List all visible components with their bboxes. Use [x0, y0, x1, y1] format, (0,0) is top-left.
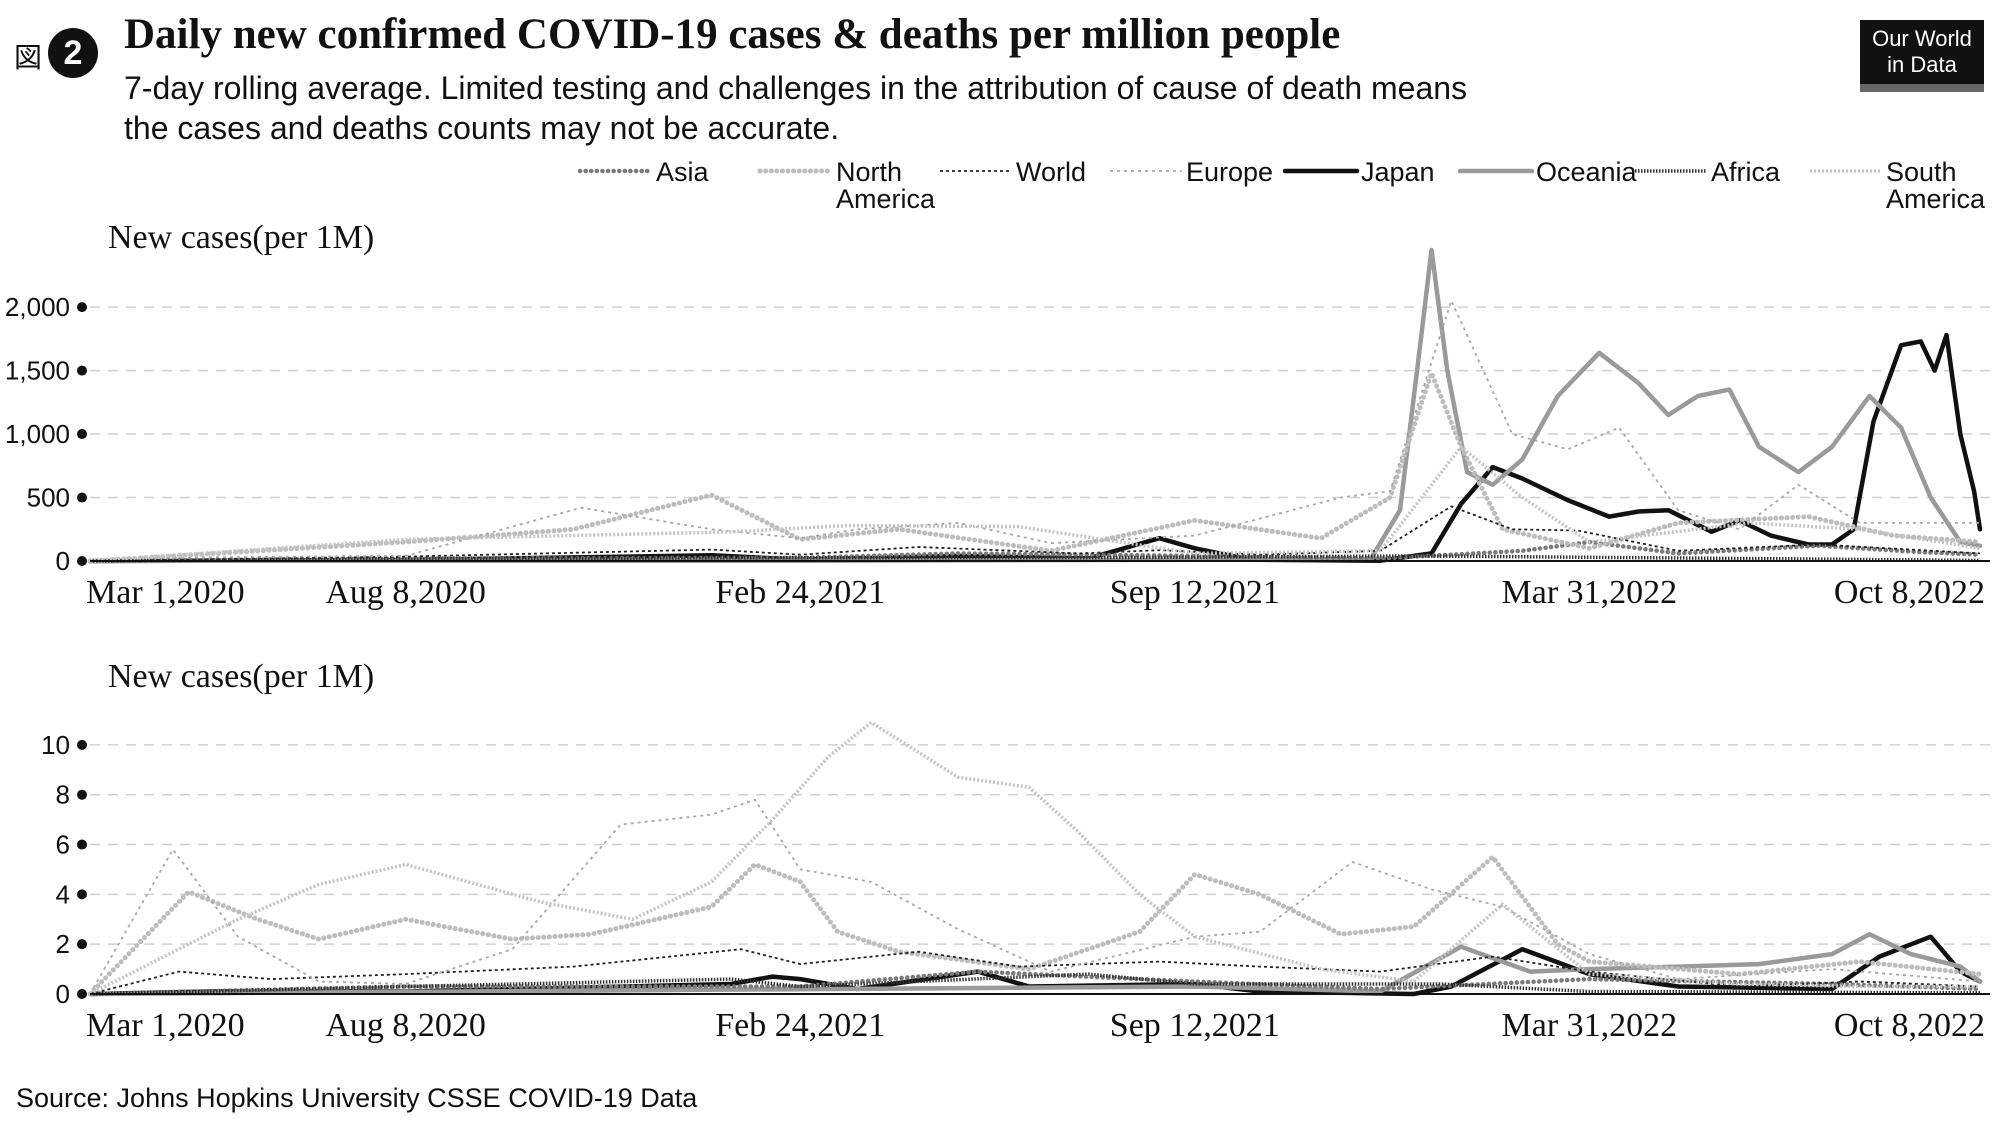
- x-tick-label: Oct 8,2022: [1834, 1007, 1985, 1044]
- y-tick-dot: [77, 429, 87, 440]
- y-tick-label: 4: [56, 879, 70, 909]
- y-tick-label: 10: [41, 730, 70, 760]
- y-tick-label: 500: [27, 483, 70, 513]
- y-tick-dot: [77, 839, 87, 850]
- x-tick-label: Mar 31,2022: [1502, 1007, 1678, 1044]
- legend-label: Oceania: [1536, 157, 1638, 187]
- owid-logo-line-2: in Data: [1887, 52, 1957, 77]
- y-tick-dot: [77, 789, 87, 800]
- legend-label: South: [1886, 157, 1957, 187]
- panel-title: New cases(per 1M): [108, 219, 374, 256]
- series-line-samerica: [89, 445, 1981, 563]
- y-tick-label: 2: [56, 929, 70, 959]
- y-tick-label: 2,000: [5, 292, 70, 322]
- y-tick-label: 6: [56, 830, 70, 860]
- chart-title: Daily new confirmed COVID-19 cases & dea…: [124, 11, 1341, 58]
- legend-item-oceania: Oceania: [1457, 157, 1638, 187]
- y-tick-label: 8: [56, 780, 70, 810]
- series-line-samerica: [89, 720, 1980, 996]
- y-tick-label: 0: [56, 979, 70, 1009]
- series-line-japan: [87, 332, 1983, 564]
- x-tick-label: Oct 8,2022: [1834, 574, 1985, 611]
- legend-item-world: World: [940, 157, 1086, 187]
- chart-subtitle: 7-day rolling average. Limited testing a…: [124, 68, 1684, 148]
- y-tick-dot: [77, 739, 87, 750]
- series-line-africa: [89, 972, 1981, 996]
- legend-item-africa: Africa: [1635, 157, 1781, 187]
- legend-label: World: [1016, 157, 1086, 187]
- figure-label: 図: [14, 41, 43, 74]
- subtitle-line-2: the cases and deaths counts may not be a…: [124, 110, 840, 146]
- series-line-world: [89, 948, 1981, 995]
- figure-header: 図 2 Daily new confirmed COVID-19 cases &…: [0, 0, 2000, 170]
- figure-number-badge: 2: [48, 28, 98, 78]
- series-line-namerica: [87, 370, 1983, 564]
- x-tick-label: Mar 1,2020: [86, 1007, 245, 1044]
- owid-logo: Our World in Data: [1860, 20, 1984, 92]
- legend-item-asia: Asia: [577, 157, 710, 187]
- y-tick-label: 0: [56, 546, 70, 576]
- series-line-namerica: [87, 854, 1983, 997]
- series-line-oceania: [87, 247, 1983, 563]
- chart-panel-1: New cases(per 1M) 0 500 1,000 1,500 2,000 Mar …: [5, 219, 1990, 611]
- y-tick-dot: [77, 365, 87, 376]
- legend-label-line2: America: [1886, 184, 1986, 214]
- x-tick-label: Sep 12,2021: [1110, 574, 1280, 611]
- y-tick-dot: [77, 302, 87, 313]
- legend-item-japan: Japan: [1282, 157, 1435, 187]
- legend-label: Europe: [1186, 157, 1273, 187]
- x-tick-label: Mar 1,2020: [86, 574, 245, 611]
- y-tick-dot: [77, 889, 87, 900]
- y-tick-dot: [77, 989, 87, 999]
- owid-logo-bar: [1860, 84, 1984, 92]
- series-line-world: [89, 505, 1981, 562]
- legend-label: Japan: [1361, 157, 1435, 187]
- x-tick-label: Feb 24,2021: [715, 1007, 885, 1044]
- x-tick-label: Mar 31,2022: [1502, 574, 1678, 611]
- owid-logo-line-1: Our World: [1872, 26, 1972, 51]
- y-tick-label: 1,500: [5, 356, 70, 386]
- x-tick-label: Aug 8,2020: [325, 1007, 486, 1044]
- x-tick-label: Sep 12,2021: [1110, 1007, 1280, 1044]
- source-note: Source: Johns Hopkins University CSSE CO…: [16, 1083, 698, 1113]
- subtitle-line-1: 7-day rolling average. Limited testing a…: [124, 70, 1468, 106]
- legend-item-europe: Europe: [1110, 157, 1273, 187]
- x-tick-label: Feb 24,2021: [715, 574, 885, 611]
- y-tick-dot: [77, 939, 87, 950]
- legend-label-line2: America: [836, 184, 936, 214]
- legend-label: Africa: [1711, 157, 1781, 187]
- panel-title: New cases(per 1M): [108, 658, 374, 695]
- y-tick-dot: [77, 492, 87, 503]
- series-line-europe: [89, 798, 1981, 995]
- y-tick-dot: [77, 556, 87, 566]
- legend-label: North: [836, 157, 902, 187]
- x-tick-label: Aug 8,2020: [325, 574, 486, 611]
- y-tick-label: 1,000: [5, 419, 70, 449]
- series-line-asia: [87, 539, 1983, 564]
- chart-panel-2: New cases(per 1M) 0 2 4 6 8 10 Mar 1,2020 Aug 8,…: [41, 658, 1990, 1044]
- series-line-asia: [87, 969, 1983, 997]
- legend-label: Asia: [656, 157, 710, 187]
